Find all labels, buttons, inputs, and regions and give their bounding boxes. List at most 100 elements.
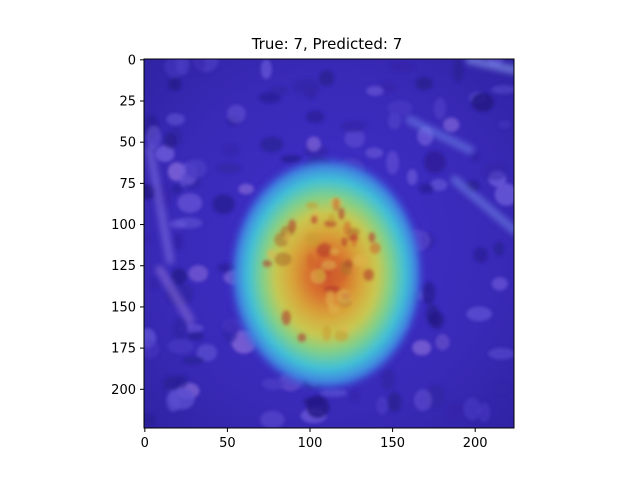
hotspot-cell — [328, 304, 340, 314]
tissue-cell — [422, 281, 436, 306]
tissue-cell — [386, 150, 400, 175]
hotspot-cell — [274, 252, 292, 266]
tissue-cell — [376, 396, 388, 415]
hotspot-cell — [324, 220, 337, 228]
tissue-cell — [471, 92, 495, 112]
tissue-cell — [433, 97, 447, 120]
attention-hotspot — [228, 155, 425, 393]
tissue-cell — [366, 86, 384, 96]
hotspot-cell — [369, 242, 381, 254]
hotspot-cell — [262, 260, 272, 267]
x-tick-label: 100 — [298, 436, 323, 451]
tissue-streak — [450, 175, 514, 235]
tissue-cell — [387, 113, 402, 130]
hotspot-cell — [325, 290, 335, 307]
tissue-cell — [305, 110, 325, 124]
y-tick-label: 200 — [111, 383, 136, 398]
y-tick-label: 50 — [119, 136, 136, 151]
y-tick-label: 175 — [111, 342, 136, 357]
tissue-cell — [387, 100, 413, 117]
tissue-cell — [169, 388, 195, 410]
y-tick-label: 25 — [119, 95, 136, 110]
hotspot-cell — [341, 237, 348, 247]
hotspot-cell — [329, 248, 340, 255]
tissue-cell — [270, 86, 288, 95]
hotspot-cell — [368, 232, 376, 243]
y-tick-label: 125 — [111, 259, 136, 274]
tissue-cell — [196, 344, 218, 362]
tissue-cell — [498, 120, 511, 129]
y-tick-label: 150 — [111, 300, 136, 315]
tissue-cell — [146, 125, 162, 150]
tissue-cell — [463, 397, 481, 421]
hotspot-cell — [281, 310, 291, 326]
tissue-cell — [144, 234, 154, 243]
hotspot-cell — [347, 228, 360, 236]
tissue-cell — [494, 183, 514, 206]
x-tick-label: 0 — [141, 436, 149, 451]
tissue-cell — [260, 410, 285, 428]
tissue-cell — [344, 129, 366, 148]
tissue-cell — [425, 304, 440, 325]
tissue-cell — [148, 277, 161, 290]
hotspot-cell — [334, 330, 349, 342]
tissue-cell — [187, 332, 204, 341]
hotspot-cells — [262, 197, 381, 342]
tissue-cell — [453, 59, 464, 82]
tissue-streak — [145, 145, 175, 265]
tissue-cell — [238, 183, 255, 195]
x-tick-label: 50 — [219, 436, 236, 451]
tissue-cell — [171, 183, 183, 195]
tissue-cell — [482, 161, 509, 181]
tissue-cell — [415, 77, 433, 90]
tissue-cell — [495, 383, 510, 395]
y-axis: 0 25 50 75 100 125 150 175 200 — [111, 53, 144, 398]
tissue-cell — [491, 85, 514, 95]
tissue-cell — [281, 155, 302, 163]
tissue-cell — [413, 389, 432, 412]
x-tick-label: 200 — [463, 436, 488, 451]
tissue-cell — [293, 78, 321, 96]
hotspot-cell — [340, 325, 350, 333]
tissue-cell — [381, 369, 396, 391]
tissue-cell — [388, 62, 415, 72]
hotspot-cell — [297, 333, 306, 342]
hotspot-cell — [352, 254, 367, 267]
tissue-cell — [387, 391, 402, 412]
hotspot-cell — [306, 202, 318, 209]
tissue-cell — [412, 340, 432, 356]
plot-frame — [143, 58, 515, 429]
tissue-cell — [260, 136, 284, 153]
tissue-cell — [430, 178, 448, 191]
tissue-streaks — [145, 59, 514, 325]
tissue-cell — [488, 347, 514, 360]
tissue-cell — [306, 136, 321, 152]
hotspot-cell — [305, 232, 321, 247]
hotspot-cell — [267, 249, 277, 260]
hotspot-cell — [328, 271, 347, 283]
tissue-cell — [144, 414, 156, 426]
tissue-streak — [465, 59, 514, 75]
heatmap-image — [144, 59, 514, 428]
hotspot-cell — [363, 269, 374, 281]
hotspot-cell — [327, 213, 336, 223]
hotspot-cell — [332, 197, 340, 212]
hotspot-cell — [316, 267, 325, 282]
tissue-cell — [258, 92, 281, 104]
y-tick-label: 100 — [111, 218, 136, 233]
tissue-cell — [491, 277, 508, 291]
x-tick-label: 150 — [380, 436, 405, 451]
tissue-cell — [163, 132, 177, 149]
tissue-cell — [227, 104, 246, 124]
tissue-cell — [349, 389, 361, 403]
tissue-cell — [172, 317, 188, 341]
tissue-streak — [155, 265, 195, 325]
tissue-cell — [493, 241, 505, 256]
hotspot-cell — [307, 253, 314, 268]
tissue-cell — [222, 143, 240, 156]
tissue-cell — [173, 233, 184, 251]
hotspot-cell — [336, 289, 352, 305]
hotspot-cell — [284, 232, 292, 242]
tissue-cell — [478, 402, 491, 423]
